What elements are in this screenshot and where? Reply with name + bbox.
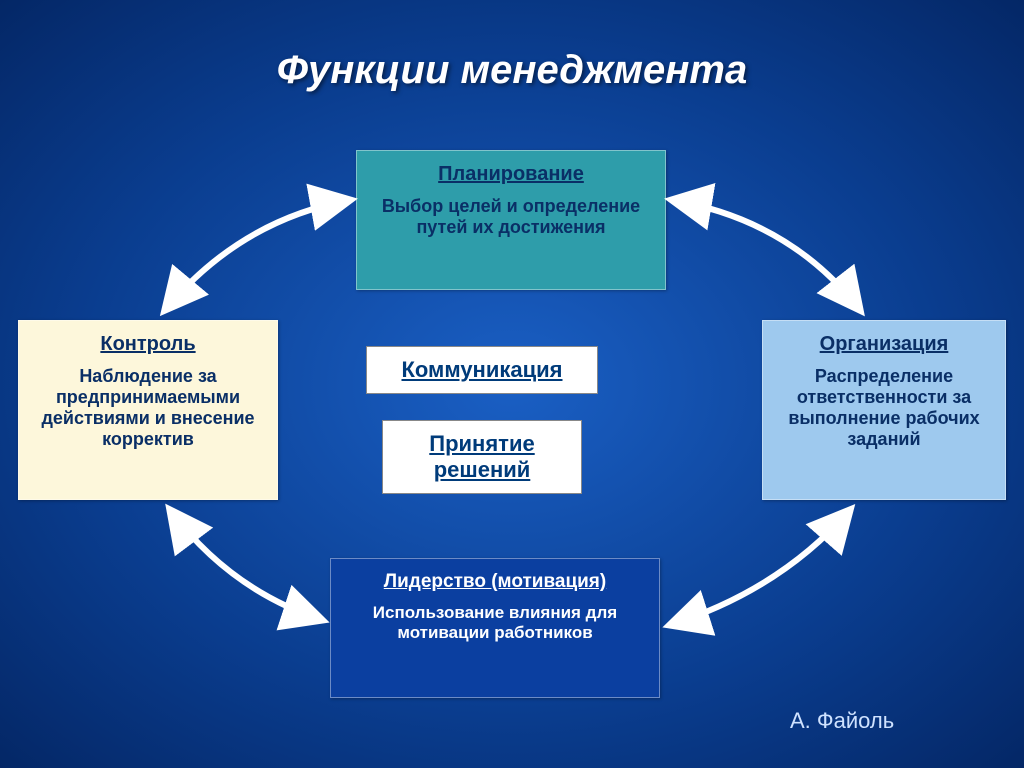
- node-organization-heading: Организация: [777, 333, 991, 356]
- attribution: А. Файоль: [790, 708, 894, 734]
- node-control-body: Наблюдение за предпринимаемыми действиям…: [33, 366, 263, 450]
- node-control: Контроль Наблюдение за предпринимаемыми …: [18, 320, 278, 500]
- center-communication: Коммуникация: [366, 346, 598, 394]
- slide-title: Функции менеджмента: [0, 48, 1024, 93]
- node-leadership-body: Использование влияния для мотивации рабо…: [345, 603, 645, 643]
- node-control-heading: Контроль: [33, 333, 263, 356]
- center-decision: Принятие решений: [382, 420, 582, 494]
- node-leadership-heading: Лидерство (мотивация): [345, 571, 645, 593]
- node-organization-body: Распределение ответственности за выполне…: [777, 366, 991, 450]
- node-leadership: Лидерство (мотивация) Использование влия…: [330, 558, 660, 698]
- node-planning-heading: Планирование: [371, 163, 651, 186]
- node-planning-body: Выбор целей и определение путей их дости…: [371, 196, 651, 238]
- node-organization: Организация Распределение ответственност…: [762, 320, 1006, 500]
- node-planning: Планирование Выбор целей и определение п…: [356, 150, 666, 290]
